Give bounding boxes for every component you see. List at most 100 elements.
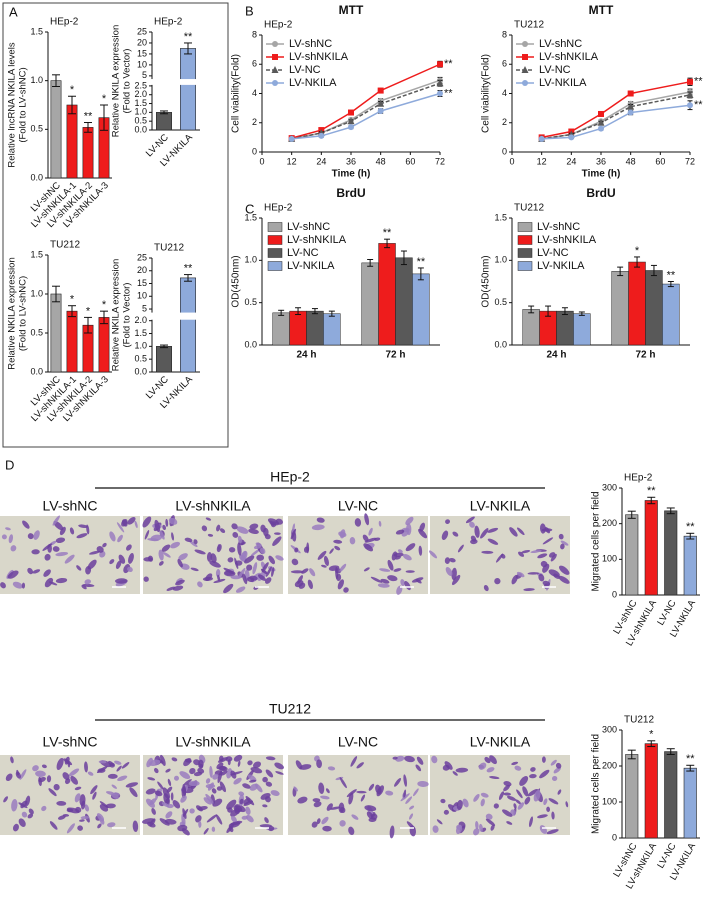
x-tick-label: 12 — [537, 156, 547, 166]
cell — [354, 518, 362, 527]
cell — [364, 513, 370, 526]
point — [568, 134, 575, 141]
cell — [368, 527, 373, 536]
cell — [548, 798, 559, 805]
cell — [165, 798, 170, 805]
cell — [400, 579, 405, 586]
bar — [395, 257, 413, 346]
cell — [180, 795, 187, 803]
cell — [405, 796, 413, 804]
cell — [419, 522, 426, 532]
cell — [551, 775, 558, 782]
cell — [272, 536, 282, 546]
cell — [145, 788, 156, 795]
cell — [165, 811, 173, 819]
y-tick-label: 200 — [602, 518, 617, 528]
cell — [541, 528, 553, 532]
y-tick-label: 6 — [502, 59, 507, 69]
cell — [11, 798, 18, 812]
cell — [228, 826, 234, 833]
cell — [546, 806, 551, 813]
significance: * — [649, 729, 654, 741]
y-axis-label: (Fold to Vector) — [122, 49, 133, 114]
cell — [239, 798, 244, 805]
cell — [125, 782, 139, 788]
cell — [207, 533, 214, 537]
axis-break — [148, 312, 202, 320]
cell — [274, 762, 284, 770]
y-tick-label: 0 — [612, 589, 617, 599]
y-tick-label: 2.0 — [134, 315, 147, 325]
cell — [397, 549, 403, 554]
legend-label: LV-NKILA — [289, 77, 337, 89]
bar — [306, 310, 324, 346]
cell — [462, 798, 469, 808]
cell — [189, 767, 196, 775]
cell — [299, 764, 312, 770]
point — [347, 117, 355, 125]
cell — [297, 575, 304, 584]
cell — [56, 757, 64, 771]
cell — [244, 555, 255, 564]
cell — [268, 555, 276, 565]
cell — [356, 790, 367, 794]
cell — [480, 792, 489, 798]
y-tick-label: 1.0 — [134, 107, 147, 117]
cell — [182, 808, 189, 817]
significance: * — [635, 245, 640, 257]
bar — [156, 346, 172, 373]
bar — [361, 262, 379, 346]
cell — [231, 815, 237, 823]
y-tick-label: 5 — [142, 303, 147, 313]
cell — [473, 793, 480, 802]
point — [377, 108, 384, 115]
cell — [449, 558, 456, 563]
cell — [240, 541, 246, 546]
cell — [215, 569, 221, 578]
point — [377, 87, 384, 94]
row-title: TU212 — [269, 701, 311, 717]
cell — [44, 577, 54, 588]
cell — [265, 577, 272, 584]
cell — [503, 781, 512, 787]
y-tick-label: 6 — [252, 59, 257, 69]
cell — [540, 560, 548, 568]
cell — [431, 755, 438, 764]
bar — [289, 310, 307, 346]
cell — [43, 569, 51, 577]
y-tick-label: 4 — [252, 88, 257, 98]
cell — [237, 542, 242, 556]
cell — [114, 760, 122, 765]
cell — [312, 798, 321, 803]
cell — [291, 558, 299, 566]
cell — [67, 761, 71, 768]
cell — [260, 568, 268, 575]
cell — [76, 565, 82, 571]
y-tick-label: 25 — [137, 26, 147, 36]
cell — [502, 809, 513, 817]
cell — [162, 787, 171, 799]
cell — [403, 774, 407, 787]
cell — [394, 777, 402, 787]
cell — [543, 798, 548, 806]
cell — [265, 566, 272, 577]
cell — [478, 762, 487, 770]
line — [541, 104, 691, 140]
y-axis-label: Cell viability(Fold) — [231, 54, 242, 133]
cell — [333, 539, 343, 544]
cell — [246, 814, 254, 823]
x-tick-label: 12 — [287, 156, 297, 166]
chart-subtitle: HEp-2 — [264, 203, 293, 214]
legend-marker — [522, 41, 528, 47]
significance: ** — [84, 110, 93, 122]
cell — [96, 546, 104, 553]
cell — [404, 580, 411, 591]
x-tick-label: 0 — [259, 156, 264, 166]
cell — [558, 575, 570, 584]
cell — [486, 767, 495, 773]
cell — [226, 768, 233, 779]
cell — [115, 578, 128, 584]
cell — [81, 584, 87, 590]
cell — [55, 537, 66, 543]
point — [627, 109, 634, 116]
